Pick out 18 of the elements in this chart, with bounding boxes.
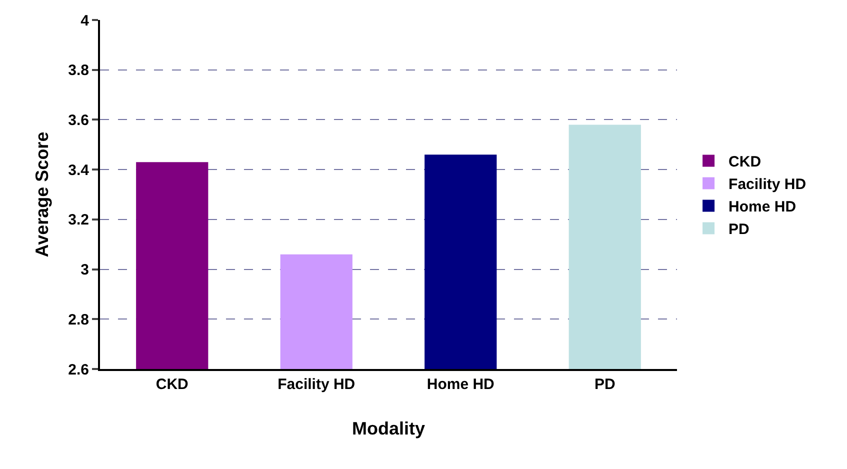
legend-label: CKD xyxy=(728,154,762,171)
y-tick-label: 3.2 xyxy=(68,212,89,229)
legend-label: Facility HD xyxy=(728,176,806,194)
x-tick-label: Facility HD xyxy=(278,376,356,393)
y-tick-label: 3.6 xyxy=(68,112,89,129)
y-tick-label: 3.8 xyxy=(68,62,89,80)
y-tick-label: 2.6 xyxy=(68,361,89,378)
y-tick-label: 4 xyxy=(80,12,90,30)
y-axis-title: Average Score xyxy=(32,132,52,258)
legend-label: PD xyxy=(728,221,750,238)
y-tick-label: 3 xyxy=(80,262,89,279)
y-tick-label: 3.4 xyxy=(68,162,90,179)
y-tick-label: 2.8 xyxy=(68,311,89,328)
x-tick-label: CKD xyxy=(156,376,189,393)
x-axis-title: Modality xyxy=(352,418,426,439)
x-tick-label: Home HD xyxy=(426,376,495,393)
x-tick-label: PD xyxy=(594,376,616,393)
legend-label: Home HD xyxy=(728,198,796,216)
